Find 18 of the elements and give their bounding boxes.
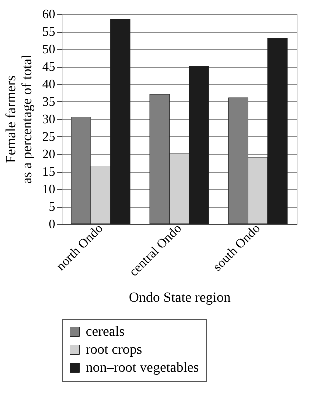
y-tick-label: 30 (42, 112, 56, 126)
y-tick-label: 20 (42, 146, 56, 162)
y-tick-label: 50 (42, 42, 56, 56)
legend-label: cereals (86, 325, 125, 340)
y-axis-title: Female farmers as a percentage of total (4, 54, 36, 184)
y-tick-label: 35 (42, 94, 56, 109)
y-tick-label: 15 (42, 164, 56, 179)
x-axis-title: Ondo State region (129, 291, 231, 306)
legend-label: non–root vegetables (86, 361, 200, 376)
y-tick-label: 55 (42, 24, 56, 39)
y-tick-label: 25 (42, 129, 56, 144)
y-tick-label: 45 (42, 59, 56, 74)
y-tick-label: 0 (49, 216, 56, 232)
y-tick-label: 5 (49, 199, 56, 214)
y-tick-label: 60 (42, 6, 56, 22)
legend-label: root crops (86, 343, 142, 358)
y-tick-label: 40 (42, 76, 56, 92)
y-tick-label: 10 (42, 182, 56, 196)
